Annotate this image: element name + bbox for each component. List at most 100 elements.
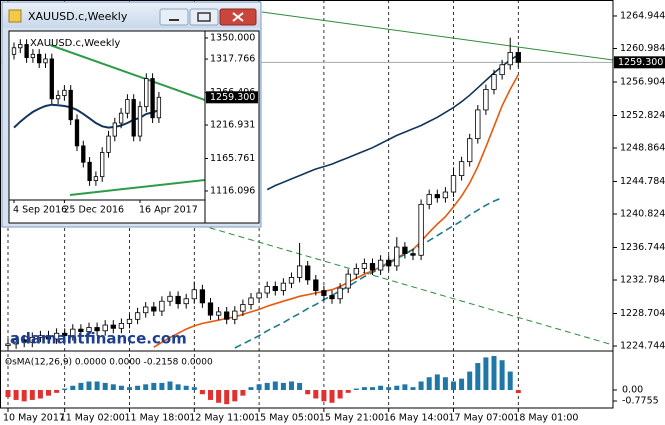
osma-bar [224,389,230,405]
osma-bar [21,389,27,402]
y-tick-label: 1224.744 [620,341,665,352]
osma-bar [305,389,311,395]
osma-bar [434,374,440,390]
candle-body [81,145,86,163]
window-chart-label: XAUUSD.c,Weekly [30,38,120,49]
candle-body [507,52,513,66]
minimize-button[interactable] [159,8,189,26]
osma-bar [499,360,505,390]
osma-bar [264,382,270,390]
window-plot: XAUUSD.c,Weekly [11,38,205,196]
candle-body [151,306,157,312]
x-tick-label: 11 May 02:00 [60,413,125,424]
candle-body [5,343,11,346]
candle-body [175,295,181,305]
osma-bar [151,382,157,390]
osma-bar [127,387,132,390]
osma-bar [483,357,489,390]
candle-body [37,335,44,338]
osma-bar [272,381,278,390]
close-icon [232,12,244,22]
candle-body [45,335,52,340]
x-tick-label: 16 Apr 2017 [139,205,198,216]
osma-bar [216,389,222,403]
osma-bar [491,355,497,390]
osma-bar [313,389,319,399]
candle-body [167,295,173,302]
y-tick-label: 1232.784 [620,275,665,286]
osma-bar [191,387,197,390]
osma-bar [248,387,254,390]
candle-body [248,297,254,305]
x-tick-label: 4 Sep 2016 [13,205,67,216]
candle-body [93,176,99,181]
y-tick-label: 1236.744 [620,242,665,253]
osma-bar [515,389,521,394]
candle-body [112,122,117,137]
x-tick-label: 17 May 07:00 [449,413,514,424]
y-tick-label: 1228.704 [620,308,665,319]
candle-body [18,44,23,49]
osma-bar [94,381,100,390]
osma-bar [329,389,335,403]
y-tick-label: 1264.944 [620,10,665,21]
osma-bar [337,389,343,399]
osma-bar [321,389,327,402]
main-plot: adamantfinance.com [0,11,613,349]
candle-body [394,246,400,267]
candle-body [321,290,327,296]
y-tick-label: 1252.824 [620,110,665,121]
candle-body [215,311,222,316]
chart-frame [0,0,614,409]
last-price-label: 1259.300 [210,92,255,103]
candle-body [87,161,92,181]
osma-bar [167,381,173,390]
osma-bar [199,389,205,395]
trendline [261,11,613,61]
osma-bar [118,385,124,390]
candle-body [68,89,73,121]
y-tick-label: 1216.931 [210,120,255,131]
osma-bar [410,387,416,390]
candle-body [156,96,162,119]
candle-body [49,58,54,100]
candle-body [143,306,149,314]
osma-bar [378,385,384,390]
candle-body [224,311,230,320]
candle-body [29,336,35,343]
candle-body [110,324,116,329]
x-tick-label: 15 May 21:00 [319,413,384,424]
candle-body [100,152,105,178]
moving-average [234,197,503,349]
candle-body [106,135,111,153]
last-price-box [614,56,665,69]
osma-bar [135,385,141,390]
candle-body [434,194,440,199]
candle-body [410,253,416,256]
watermark: adamantfinance.com [10,330,187,348]
candle-body [377,259,384,271]
trendline [69,179,205,196]
candle-body [305,265,311,281]
osma-bar [159,382,165,390]
candle-body [337,287,343,300]
candle-body [264,286,270,294]
price-plot [0,37,613,349]
candle-body [126,318,133,324]
candle-body [125,99,130,114]
y-tick-label: 1260.984 [620,43,665,54]
osma-bar [143,384,149,390]
maximize-button[interactable] [189,8,219,26]
candle-body [256,292,262,299]
osma-bar [183,385,189,390]
candle-body [94,327,100,332]
x-tick-label: 12 May 11:00 [189,413,254,424]
candle-body [499,64,505,76]
x-tick-label: 15 May 05:00 [254,413,319,424]
x-tick-label: 18 May 01:00 [513,413,578,424]
osma-bar [507,371,513,390]
window-price-plot [11,39,162,186]
y-tick-label: 1317.766 [210,54,255,65]
last-price-label: 1259.300 [618,57,663,68]
